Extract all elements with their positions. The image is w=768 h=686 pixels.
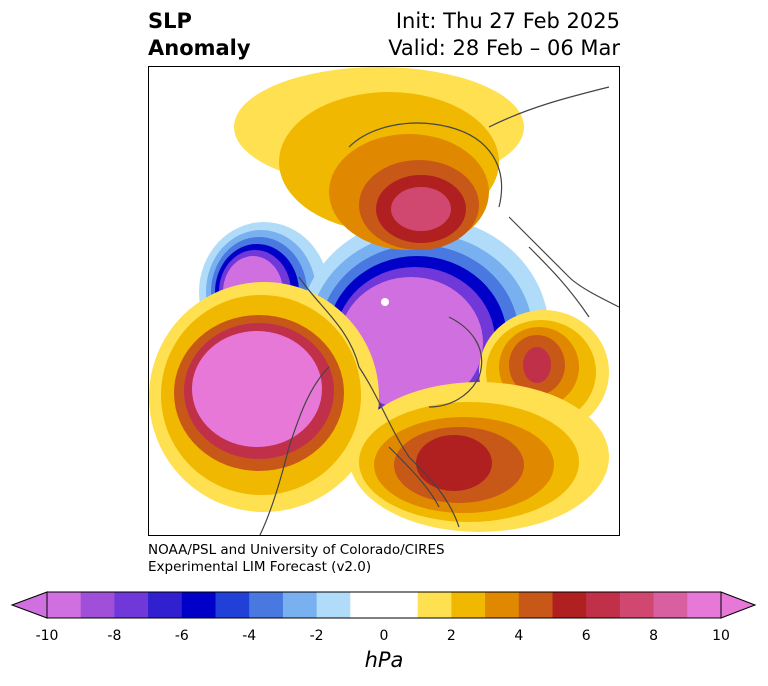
colorbar-cell (451, 592, 486, 618)
colorbar-cell (485, 592, 520, 618)
colorbar-cell (417, 592, 452, 618)
colorbar-cell (350, 592, 385, 618)
title-variable: SLP (148, 9, 192, 33)
title-type: Anomaly (148, 36, 251, 60)
colorbar-tick-label: -8 (107, 628, 122, 644)
colorbar-unit: hPa (364, 648, 404, 672)
colorbar-tick-label: -4 (242, 628, 257, 644)
colorbar-tick-label: 0 (379, 628, 389, 644)
north-pole-marker (381, 298, 389, 306)
anomaly-us-high (349, 382, 609, 532)
colorbar-cell (181, 592, 216, 618)
colorbar-tick-label: 4 (514, 628, 524, 644)
colorbar-extend-high (720, 591, 757, 619)
colorbar-cell (80, 592, 115, 618)
colorbar-outline (46, 591, 722, 619)
colorbar-tick-label: 10 (712, 628, 730, 644)
coastlines (259, 86, 619, 535)
map-panel (148, 66, 620, 536)
colorbar-cell (215, 592, 250, 618)
forecast-dates: Init: Thu 27 Feb 2025 Valid: 28 Feb – 06… (388, 8, 620, 62)
slp-anomaly-map (149, 67, 619, 535)
colorbar (10, 591, 757, 619)
anomaly-pacific-system (149, 282, 379, 512)
colorbar-tick-label: 8 (649, 628, 659, 644)
colorbar-tick-label: 2 (446, 628, 456, 644)
colorbar-cell (114, 592, 149, 618)
anomaly-europe-high (234, 67, 524, 250)
valid-range: Valid: 28 Feb – 06 Mar (388, 36, 620, 60)
colorbar-extend-low (10, 591, 48, 619)
colorbar-tick-label: -2 (309, 628, 324, 644)
colorbar-cell (586, 592, 621, 618)
credit-line-2: Experimental LIM Forecast (v2.0) (148, 559, 372, 575)
init-date: Init: Thu 27 Feb 2025 (395, 9, 620, 33)
colorbar-cell (653, 592, 688, 618)
colorbar-tick-label: 6 (581, 628, 591, 644)
map-title: SLP Anomaly (148, 8, 251, 62)
credit-text: NOAA/PSL and University of Colorado/CIRE… (148, 542, 445, 576)
colorbar-cell (148, 592, 183, 618)
colorbar-tick-label: -10 (35, 628, 59, 644)
colorbar-cell (47, 592, 82, 618)
colorbar-cell (687, 592, 722, 618)
colorbar-cell (518, 592, 553, 618)
colorbar-cell (316, 592, 351, 618)
colorbar-cell (282, 592, 318, 618)
colorbar-tick-label: -6 (174, 628, 189, 644)
colorbar-cell (619, 592, 655, 618)
credit-line-1: NOAA/PSL and University of Colorado/CIRE… (148, 542, 445, 558)
colorbar-cell (552, 592, 587, 618)
colorbar-cell (384, 592, 419, 618)
colorbar-cell (249, 592, 284, 618)
